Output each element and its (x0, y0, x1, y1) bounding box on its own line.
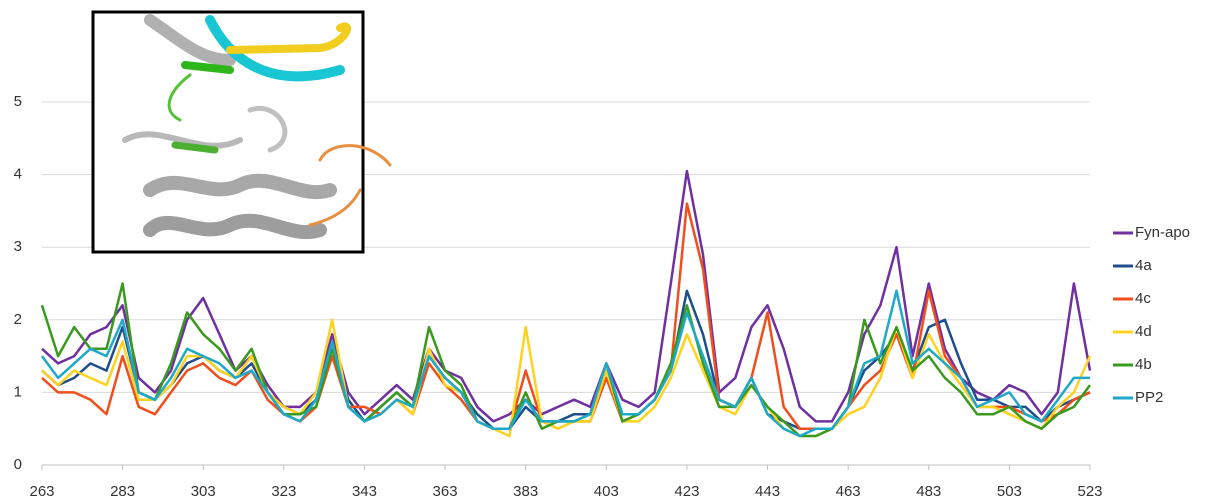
y-tick-label: 5 (14, 93, 22, 110)
x-tick-label: 403 (594, 483, 619, 500)
x-tick-label: 323 (271, 483, 296, 500)
page: {"chart_data": {"type": "line", "x": [26… (0, 0, 1213, 501)
chart: 0 1 2 3 4 5 263 283 303 323 343 363 383 403 423 443 463… (0, 0, 1213, 501)
x-tick-label: 503 (997, 483, 1022, 500)
x-tick-label: 443 (755, 483, 780, 500)
y-tick-label: 2 (14, 311, 22, 328)
x-tick-label: 523 (1077, 483, 1102, 500)
x-tick-label: 283 (110, 483, 135, 500)
legend-label: 4a (1135, 257, 1152, 274)
x-tick-label: 383 (513, 483, 538, 500)
x-tick-label: 363 (433, 483, 458, 500)
legend-label: 4c (1135, 290, 1151, 307)
x-tick-label: 423 (674, 483, 699, 500)
x-tick-label: 463 (836, 483, 861, 500)
x-tick-label: 303 (191, 483, 216, 500)
x-tick-label: 343 (352, 483, 377, 500)
y-tick-label: 0 (14, 456, 22, 473)
x-tick-label: 483 (916, 483, 941, 500)
legend-label: PP2 (1135, 389, 1163, 406)
y-tick-label: 3 (14, 238, 22, 255)
structure-inset (93, 12, 390, 252)
y-tick-label: 4 (14, 166, 22, 183)
y-tick-label: 1 (14, 383, 22, 400)
legend-label: 4b (1135, 356, 1152, 373)
x-tick-label: 263 (29, 483, 54, 500)
legend-label: Fyn-apo (1135, 224, 1190, 241)
legend-label: 4d (1135, 323, 1152, 340)
